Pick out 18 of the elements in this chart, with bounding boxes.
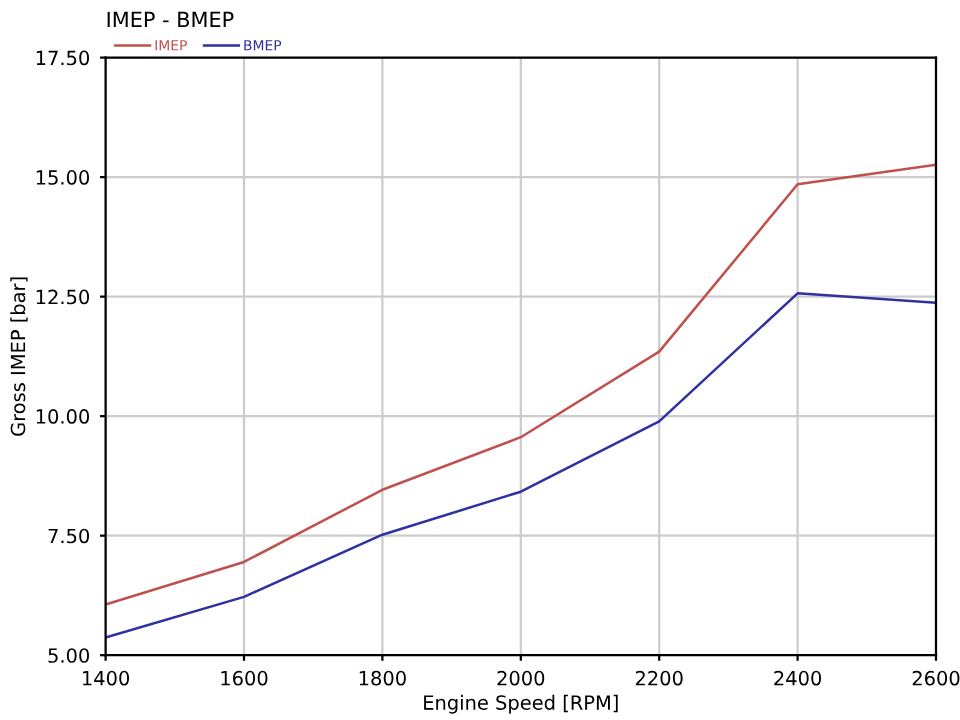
x-tick-label: 2600 [912, 670, 960, 686]
x-tick-label: 2000 [497, 670, 545, 686]
y-tick-label: 5.00 [48, 648, 90, 663]
x-axis-title: Engine Speed [RPM] [424, 694, 618, 714]
x-tick-label: 2200 [635, 670, 683, 686]
y-tick-label: 17.50 [36, 50, 90, 66]
x-tick-label: 2400 [774, 670, 822, 686]
chart-title: IMEP - BMEP [107, 11, 234, 28]
line-series [105, 163, 936, 606]
y-tick-label: 12.50 [36, 289, 90, 305]
y-tick-label: 7.50 [48, 528, 90, 544]
y-tick-label: 10.00 [36, 409, 90, 424]
line-series [105, 292, 936, 639]
x-tick-label: 1400 [82, 670, 130, 686]
x-tick-label: 1600 [221, 670, 268, 686]
y-tick-label: 15.00 [36, 170, 90, 185]
y-axis-title: Gross IMEP [bar] [10, 277, 28, 436]
x-tick-label: 1800 [359, 670, 406, 686]
